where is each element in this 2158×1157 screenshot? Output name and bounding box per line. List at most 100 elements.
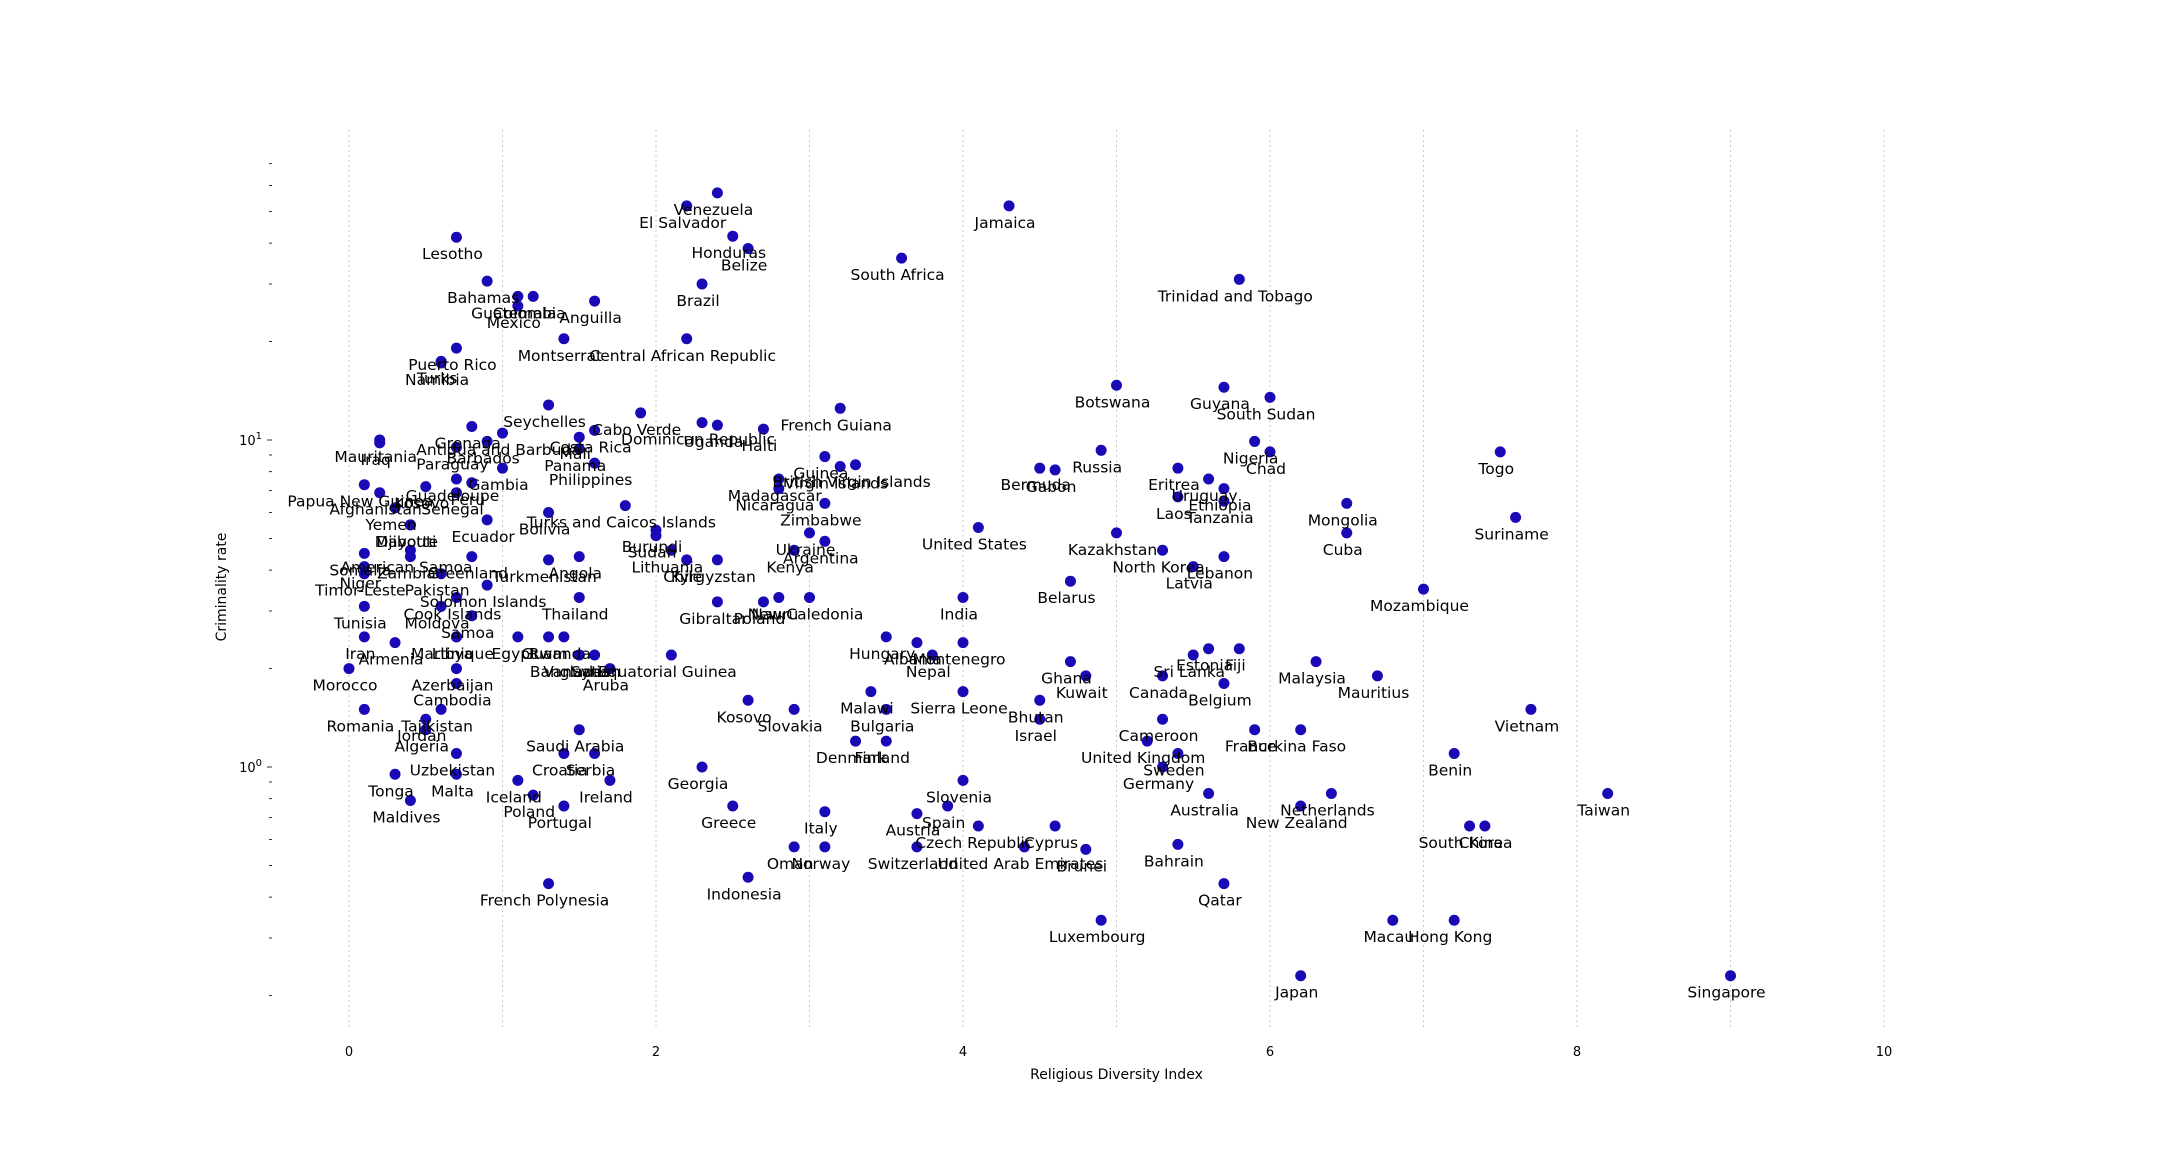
point-label: South Africa (851, 266, 945, 284)
point-label: Mozambique (1370, 597, 1469, 615)
point-label: Lesotho (422, 245, 483, 263)
scatter-point (773, 483, 785, 495)
scatter-point (1080, 670, 1092, 682)
scatter-point (389, 502, 401, 514)
point-label: Japan (1274, 984, 1318, 1002)
scatter-point (1203, 787, 1215, 799)
point-label: Poland (734, 610, 786, 628)
scatter-point (450, 487, 462, 499)
point-label: Iraq (361, 451, 391, 469)
point-label: Morocco (313, 677, 378, 695)
scatter-point (435, 600, 447, 612)
scatter-point (926, 649, 938, 661)
point-label: Timor-Leste (314, 582, 405, 600)
scatter-point (1049, 820, 1061, 832)
scatter-point (604, 663, 616, 675)
point-label: Vietnam (1495, 717, 1560, 735)
point-label: Estonia (1176, 657, 1233, 675)
scatter-point (527, 290, 539, 302)
scatter-point (1111, 379, 1122, 391)
scatter-point (1034, 713, 1046, 725)
scatter-point (573, 724, 585, 736)
scatter-point (619, 500, 631, 512)
point-label: Serbia (566, 761, 615, 779)
scatter-point (404, 794, 416, 806)
scatter-point (850, 459, 862, 471)
scatter-point (1049, 464, 1061, 476)
scatter-point (942, 800, 954, 812)
point-label: French Guiana (780, 416, 891, 434)
scatter-point (604, 774, 616, 786)
scatter-point (512, 300, 524, 312)
scatter-point (497, 427, 508, 439)
scatter-point (1387, 914, 1399, 926)
scatter-point (420, 724, 432, 736)
scatter-point (589, 747, 601, 759)
point-label: Czech Republic (915, 834, 1033, 852)
scatter-point (650, 530, 662, 542)
point-label: Puerto Rico (408, 356, 496, 374)
scatter-point (1218, 483, 1230, 495)
point-label: Iceland (486, 788, 542, 806)
point-label: Lebanon (1187, 565, 1253, 583)
scatter-point (1218, 678, 1230, 690)
scatter-point (450, 441, 462, 453)
scatter-point (1233, 643, 1245, 655)
point-label: Venezuela (674, 201, 754, 219)
scatter-point (1034, 694, 1046, 706)
scatter-point (665, 649, 677, 661)
scatter-point (573, 551, 585, 563)
scatter-point (358, 631, 370, 643)
point-label: Bangladesh (530, 663, 621, 681)
point-label: Luxembourg (1049, 928, 1146, 946)
point-label: Seychelles (503, 413, 586, 431)
scatter-point (512, 290, 524, 302)
scatter-point (558, 333, 570, 345)
scatter-point (727, 230, 739, 242)
point-label: Montenegro (912, 651, 1005, 669)
point-label: Burundi (622, 538, 683, 556)
point-label: Guatemala (471, 304, 556, 322)
point-label: Kyrgyzstan (671, 568, 756, 586)
point-label: Azerbaijan (411, 677, 493, 695)
point-label: Namibia (405, 371, 469, 389)
point-label: Nepal (906, 663, 951, 681)
scatter-point (742, 694, 754, 706)
point-label: Maldives (372, 808, 440, 826)
point-label: Argentina (783, 549, 859, 567)
point-label: Nigeria (1223, 449, 1278, 467)
point-label: Guadeloupe (406, 487, 500, 505)
point-label: Panama (544, 457, 606, 475)
point-label: Barbados (447, 449, 520, 467)
scatter-point (374, 437, 386, 449)
point-label: Saudi Arabia (526, 738, 624, 756)
scatter-point (773, 591, 785, 603)
scatter-point (850, 735, 862, 747)
scatter-point (1034, 462, 1046, 474)
point-label: Chile (663, 568, 702, 586)
scatter-point (589, 424, 601, 436)
scatter-point (1233, 273, 1245, 285)
scatter-point (1064, 656, 1076, 668)
point-label: Aruba (583, 677, 629, 695)
point-label: Georgia (668, 775, 729, 793)
point-label: Singapore (1687, 984, 1765, 1002)
scatter-point (450, 231, 462, 243)
scatter-point (819, 806, 831, 818)
scatter-point (742, 871, 754, 883)
point-label: Armenia (359, 651, 424, 669)
scatter-point (1249, 435, 1261, 447)
scatter-point (481, 435, 493, 447)
point-label: Sierra Leone (910, 700, 1007, 718)
point-label: United States (922, 536, 1027, 554)
scatter-point (957, 637, 969, 649)
scatter-point (450, 663, 462, 675)
point-label: Mauritania (334, 448, 417, 466)
scatter-point (1203, 473, 1215, 485)
x-tick-label: 4 (959, 1045, 967, 1060)
scatter-point (1295, 724, 1307, 736)
scatter-point (1295, 970, 1307, 982)
point-label: Gibraltar (679, 610, 748, 628)
point-label: Uzbekistan (410, 761, 496, 779)
scatter-point (450, 678, 462, 690)
